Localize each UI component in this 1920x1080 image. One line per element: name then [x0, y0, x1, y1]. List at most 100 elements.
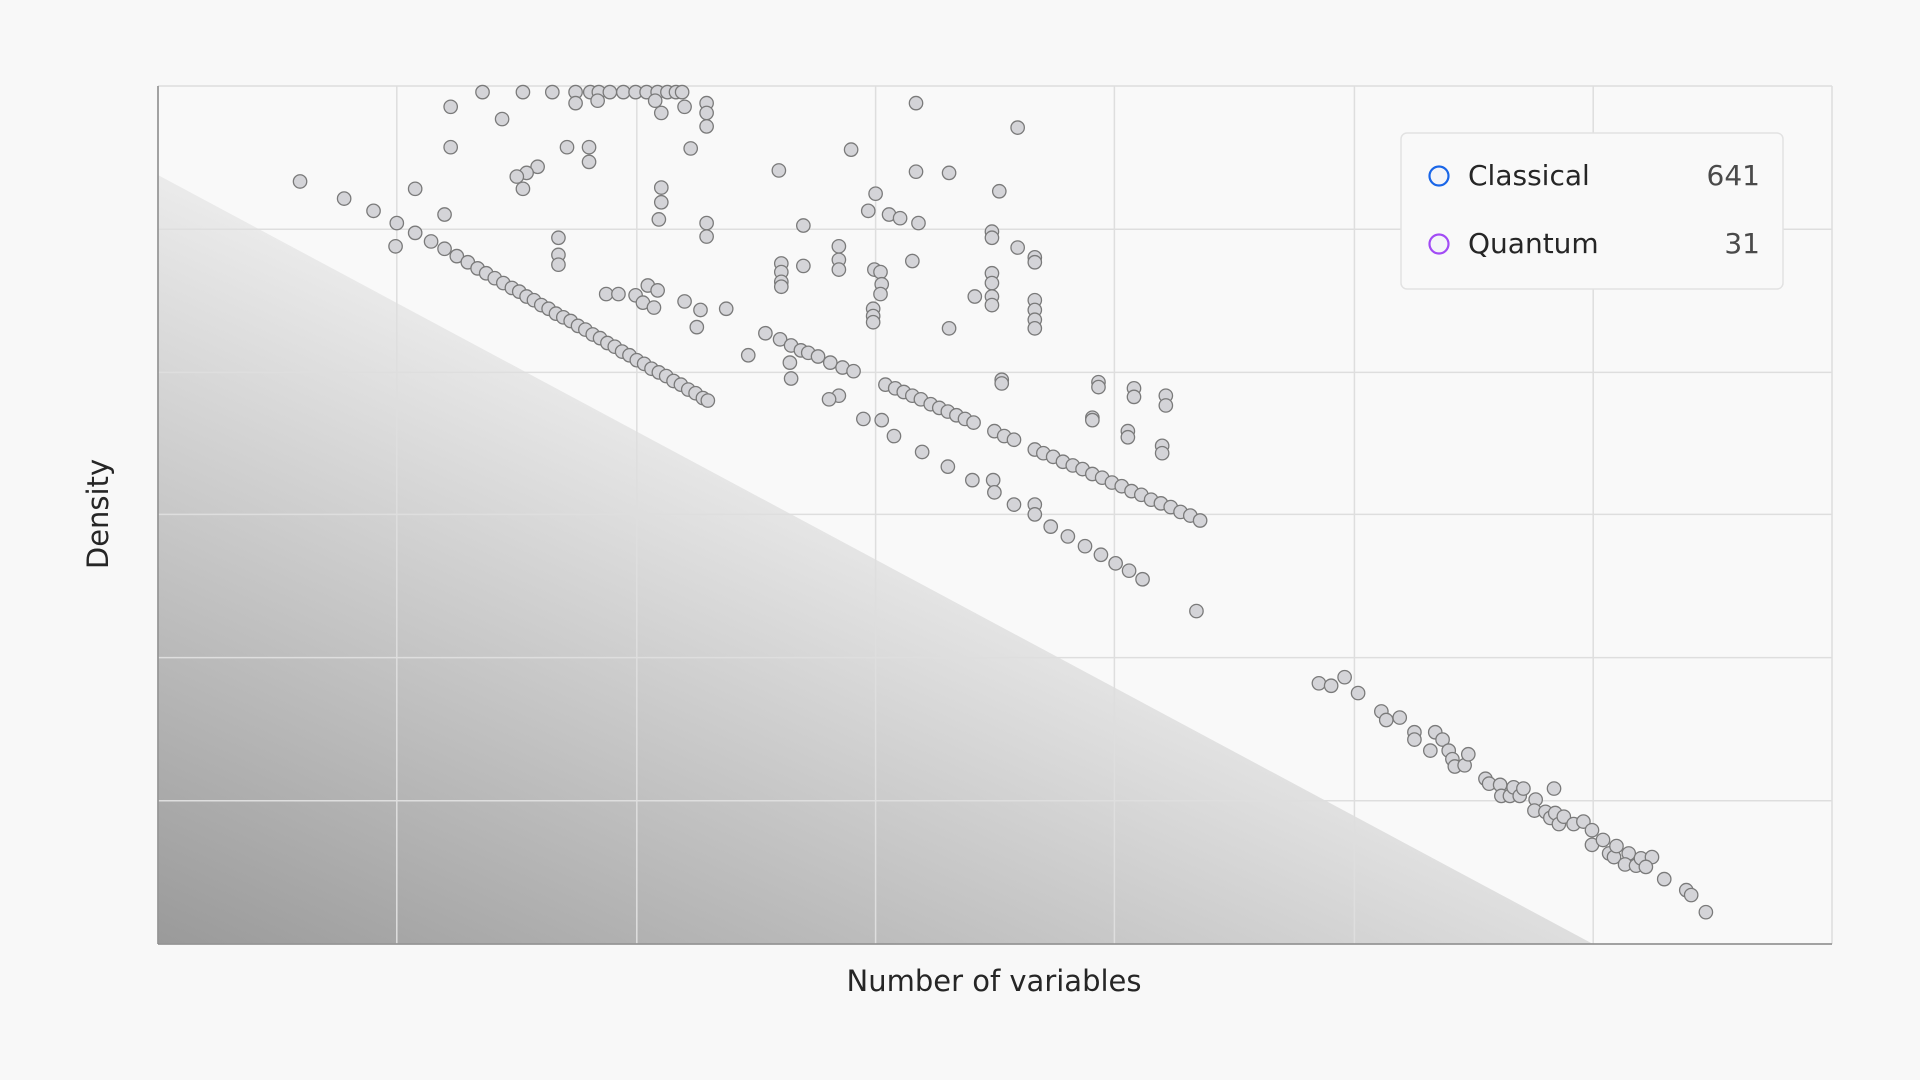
point	[1043, 519, 1059, 534]
point	[475, 84, 490, 100]
point	[1006, 432, 1022, 448]
point	[1126, 389, 1142, 405]
point	[846, 363, 861, 379]
point	[689, 319, 705, 335]
point	[1108, 555, 1123, 571]
point	[1337, 669, 1352, 685]
point	[1135, 571, 1150, 587]
point	[449, 248, 465, 264]
point	[544, 84, 560, 100]
point	[515, 84, 531, 100]
point	[904, 253, 920, 269]
point	[611, 286, 626, 302]
point	[796, 258, 811, 274]
point	[551, 257, 566, 273]
point	[967, 289, 983, 304]
point	[1189, 603, 1204, 619]
point	[758, 325, 773, 341]
point	[615, 84, 631, 100]
point	[693, 302, 708, 318]
point	[773, 279, 789, 295]
point	[1584, 822, 1600, 838]
point	[1323, 678, 1339, 694]
point	[772, 332, 788, 347]
point	[1027, 320, 1043, 336]
point	[1091, 379, 1106, 395]
point	[1027, 507, 1043, 522]
point	[908, 95, 924, 111]
point	[994, 376, 1010, 391]
point	[984, 275, 1000, 291]
legend-label: Quantum	[1468, 227, 1599, 260]
point	[407, 181, 423, 197]
point	[1595, 832, 1611, 848]
point	[292, 174, 308, 189]
point	[1407, 732, 1422, 747]
point	[1656, 871, 1672, 887]
point	[602, 84, 618, 100]
point	[674, 84, 690, 100]
point	[1638, 859, 1654, 875]
y-axis-title: Density	[81, 459, 115, 569]
point	[822, 355, 838, 370]
point	[718, 301, 734, 317]
point	[911, 215, 926, 231]
point	[873, 286, 888, 302]
point	[653, 194, 669, 210]
point	[1422, 743, 1438, 758]
point	[1698, 904, 1714, 920]
point	[568, 95, 583, 111]
point	[598, 286, 614, 302]
point	[366, 203, 381, 219]
point	[647, 93, 663, 109]
point	[494, 111, 510, 127]
point	[1010, 240, 1026, 255]
point	[683, 141, 699, 156]
point	[1158, 398, 1174, 413]
point	[1392, 710, 1408, 725]
point	[865, 314, 881, 330]
point	[856, 411, 871, 427]
point	[966, 415, 981, 430]
point	[1121, 563, 1137, 579]
point	[782, 355, 798, 370]
point	[985, 472, 1001, 488]
point	[914, 444, 930, 460]
point	[831, 238, 847, 254]
legend: Classical 641 Quantum 31	[1400, 132, 1784, 290]
point	[860, 203, 876, 219]
point	[559, 139, 575, 155]
point	[740, 347, 756, 363]
point	[1060, 529, 1076, 544]
point	[984, 297, 1000, 313]
point	[653, 180, 669, 195]
legend-marker	[1428, 165, 1450, 187]
point	[699, 105, 714, 121]
point	[908, 164, 924, 180]
point	[1576, 814, 1591, 829]
point	[771, 163, 787, 178]
point	[892, 210, 908, 226]
point	[1460, 746, 1476, 762]
point	[1683, 887, 1699, 903]
point	[677, 294, 692, 309]
point	[581, 154, 597, 170]
point	[796, 218, 811, 233]
point	[700, 393, 716, 408]
point	[443, 99, 459, 115]
point	[1435, 732, 1450, 747]
point	[1192, 513, 1208, 528]
point	[509, 169, 525, 184]
point	[1350, 685, 1366, 701]
point	[874, 412, 890, 428]
point	[677, 99, 692, 115]
point	[1154, 445, 1170, 461]
point	[941, 320, 957, 336]
point	[1085, 412, 1100, 428]
point	[1093, 547, 1109, 563]
point	[1006, 497, 1022, 512]
point	[530, 159, 545, 175]
point	[1010, 120, 1026, 135]
